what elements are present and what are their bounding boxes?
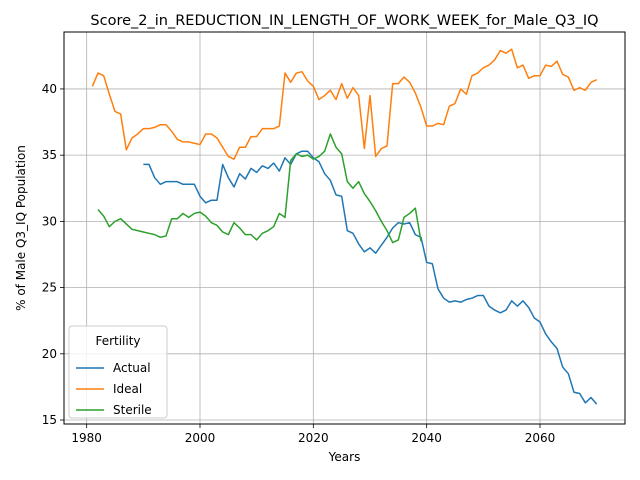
y-tick-label: 40 (42, 82, 57, 96)
y-tick-label: 30 (42, 214, 57, 228)
legend-box (68, 325, 168, 419)
y-tick-label: 35 (42, 148, 57, 162)
y-axis: 15 20 25 30 35 40 (42, 82, 64, 427)
plot-area-frame (63, 31, 626, 425)
chart-title: Score_2_in_REDUCTION_IN_LENGTH_OF_WORK_W… (90, 13, 598, 29)
legend-label-ideal: Ideal (113, 382, 142, 396)
series-lines (91, 48, 598, 405)
series-line-sterile (97, 133, 422, 244)
series-line-ideal (91, 48, 597, 160)
x-tick-label: 1980 (71, 431, 102, 445)
y-tick-label: 25 (42, 281, 57, 295)
y-tick-label: 15 (42, 413, 57, 427)
x-tick-label: 2020 (298, 431, 329, 445)
x-tick-label: 2040 (411, 431, 442, 445)
legend: Fertility Actual Ideal Sterile (68, 325, 168, 419)
legend-label-actual: Actual (113, 361, 151, 375)
x-tick-label: 2060 (525, 431, 556, 445)
y-axis-title: % of Male Q3_IQ Population (14, 145, 28, 311)
x-tick-label: 2000 (185, 431, 216, 445)
legend-label-sterile: Sterile (113, 403, 152, 417)
x-axis: 1980 2000 2020 2040 2060 (71, 424, 555, 445)
series-line-actual (143, 150, 598, 405)
legend-title: Fertility (95, 334, 140, 348)
x-axis-title: Years (328, 450, 361, 464)
y-tick-label: 20 (42, 347, 57, 361)
